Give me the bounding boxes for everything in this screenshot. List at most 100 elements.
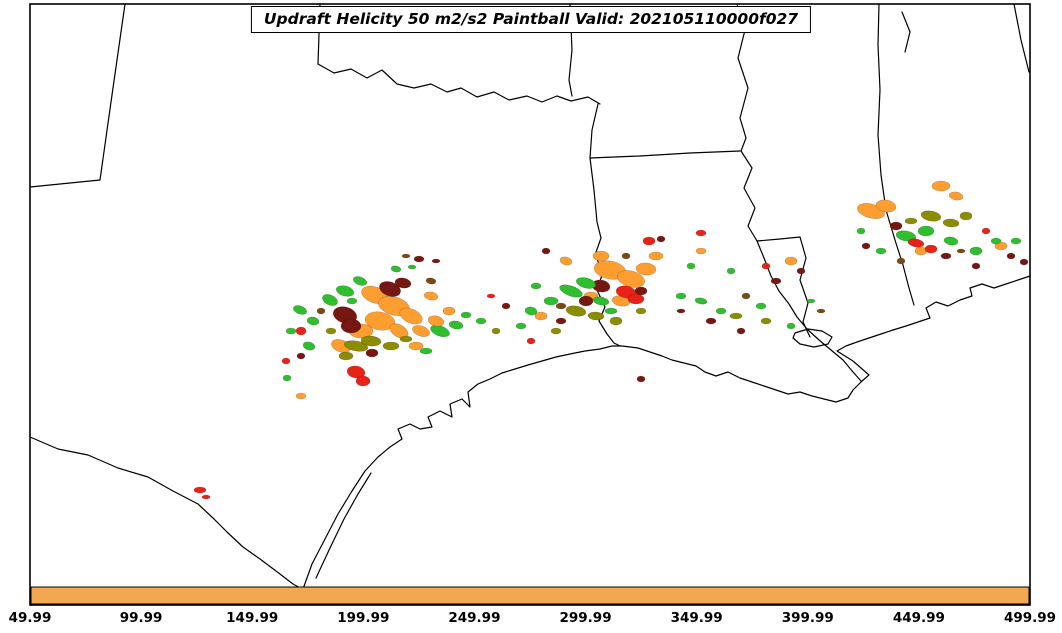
- map-boundary-padre-island: [315, 472, 372, 579]
- uh-swath-green: [675, 292, 687, 300]
- uh-swath-orange: [427, 315, 445, 327]
- uh-swath-green: [282, 374, 292, 382]
- x-axis-tick-labels: 49.99 99.99 149.99 199.99 249.99 299.99 349.99…: [9, 610, 1056, 626]
- x-tick-label: 49.99: [9, 610, 52, 626]
- uh-swath-green: [352, 276, 368, 286]
- uh-swath-olive: [959, 211, 973, 221]
- uh-swath-green: [990, 237, 1002, 245]
- uh-swath-maroon: [770, 277, 782, 285]
- uh-swath-red: [695, 229, 707, 237]
- uh-swath-maroon: [705, 317, 717, 325]
- uh-swath-green: [806, 298, 816, 304]
- uh-swath-olive: [325, 327, 337, 335]
- uh-swath-green: [285, 327, 297, 335]
- uh-swath-maroon: [431, 258, 441, 264]
- uh-swath-maroon: [394, 277, 412, 289]
- uh-swath-olive: [920, 210, 942, 222]
- uh-swath-red: [761, 262, 771, 270]
- uh-swath-red: [201, 494, 211, 500]
- uh-swath-red: [355, 375, 371, 387]
- uh-swath-green: [694, 297, 708, 305]
- uh-swath-maroon: [501, 302, 511, 310]
- uh-swath-green: [726, 267, 736, 275]
- uh-swath-olive: [550, 327, 562, 335]
- uh-swath-red: [295, 326, 307, 336]
- uh-swath-green: [430, 324, 450, 338]
- x-tick-label: 199.99: [337, 610, 389, 626]
- x-tick-label: 499.99: [1004, 610, 1056, 626]
- map-boundary-gulf-coast: [302, 275, 1031, 590]
- uh-swath-orange: [442, 306, 456, 316]
- uh-swath-brown: [555, 302, 567, 310]
- uh-swath-maroon: [555, 317, 567, 325]
- uh-swath-maroon: [971, 262, 981, 270]
- map-boundary-ms-al-border: [877, 3, 915, 306]
- uh-swath-green: [686, 262, 696, 270]
- map-boundary-red-river: [317, 63, 601, 105]
- uh-swath-orange: [695, 247, 707, 255]
- uh-swath-green: [786, 322, 796, 330]
- x-tick-label: 249.99: [448, 610, 500, 626]
- uh-swath-green: [856, 227, 866, 235]
- plot-background: [30, 4, 1030, 605]
- map-boundary-rio-grande: [29, 436, 303, 590]
- map-boundary-al-river: [901, 11, 911, 53]
- uh-swath-brown: [956, 248, 966, 254]
- uh-swath-red: [642, 236, 656, 246]
- uh-swath-maroon: [340, 318, 362, 334]
- uh-swath-brown: [896, 257, 906, 265]
- uh-swath-green: [460, 311, 472, 319]
- uh-swath-red: [346, 365, 366, 379]
- uh-swath-maroon: [861, 242, 871, 250]
- uh-swath-red: [526, 337, 536, 345]
- uh-swath-orange: [784, 256, 798, 266]
- uh-swath-green: [322, 294, 338, 306]
- uh-swath-red: [924, 244, 938, 254]
- uh-swath-green: [335, 285, 355, 297]
- uh-swath-olive: [360, 335, 382, 347]
- uh-swath-maroon: [1019, 258, 1029, 266]
- x-tick-label: 99.99: [120, 610, 163, 626]
- uh-swath-brown: [816, 308, 826, 314]
- uh-swath-green: [515, 322, 527, 330]
- uh-swath-green: [530, 282, 542, 290]
- uh-swath-orange: [389, 323, 409, 339]
- uh-swath-green: [715, 307, 727, 315]
- uh-swath-brown: [401, 253, 411, 259]
- uh-swath-maroon: [578, 295, 594, 307]
- uh-swath-maroon: [940, 252, 952, 260]
- uh-swath-olive: [609, 316, 623, 326]
- plot-title: Updraft Helicity 50 m2/s2 Paintball Vali…: [250, 6, 812, 33]
- uh-swath-green: [292, 305, 308, 315]
- uh-swath-green: [306, 316, 320, 326]
- uh-swath-brown: [741, 292, 751, 300]
- x-tick-label: 399.99: [782, 610, 834, 626]
- uh-swath-olive: [942, 218, 960, 228]
- uh-swath-maroon: [634, 286, 648, 296]
- uh-swath-red: [193, 486, 207, 494]
- paintball-swaths-layer: [193, 180, 1029, 500]
- uh-swath-olive: [635, 307, 647, 315]
- x-tick-label: 149.99: [226, 610, 278, 626]
- uh-swath-olive: [399, 335, 413, 343]
- uh-swath-maroon: [296, 352, 306, 360]
- uh-swath-brown: [316, 307, 326, 315]
- uh-swath-olive: [729, 312, 743, 320]
- uh-swath-green: [969, 246, 983, 256]
- uh-swath-olive: [904, 217, 918, 225]
- map-boundary-la-ms-border: [740, 150, 811, 338]
- uh-swath-green: [559, 284, 583, 298]
- x-tick-label: 349.99: [671, 610, 723, 626]
- uh-swath-green: [302, 341, 316, 351]
- uh-swath-green: [1010, 237, 1022, 245]
- uh-swath-green: [895, 230, 917, 242]
- uh-swath-red: [486, 293, 496, 299]
- uh-swath-orange: [875, 199, 897, 213]
- uh-swath-olive: [491, 327, 501, 335]
- uh-swath-orange: [534, 311, 548, 321]
- uh-swath-red: [981, 227, 991, 235]
- uh-swath-maroon: [541, 247, 551, 255]
- uh-swath-maroon: [656, 235, 666, 243]
- uh-swath-orange: [295, 392, 307, 400]
